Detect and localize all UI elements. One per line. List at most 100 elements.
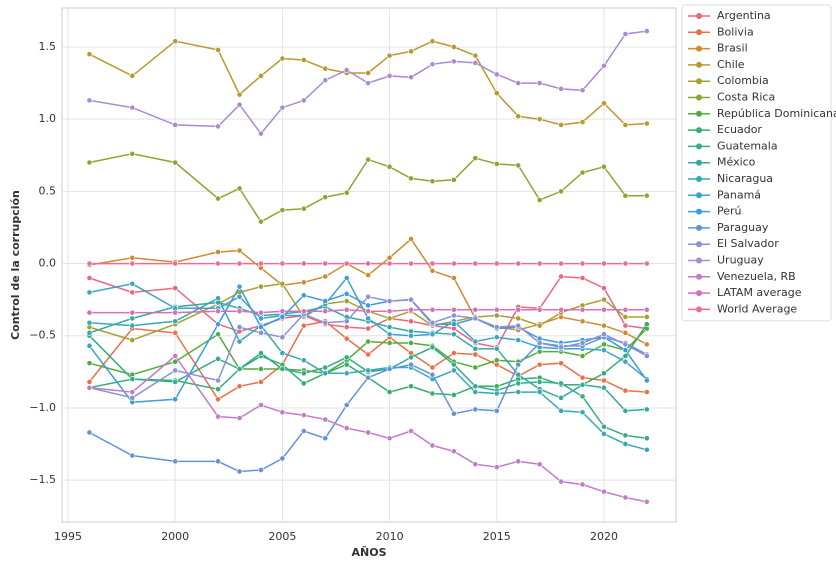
- data-point: [450, 361, 457, 368]
- data-point: [129, 315, 136, 322]
- data-point: [622, 260, 629, 267]
- legend-label: Costa Rica: [717, 91, 775, 104]
- data-point: [450, 44, 457, 50]
- data-point: [86, 429, 93, 436]
- data-point: [215, 458, 221, 465]
- data-point: [86, 97, 93, 104]
- data-point: [450, 176, 457, 183]
- data-point: [450, 392, 457, 398]
- data-point: [343, 402, 350, 408]
- data-point: [172, 159, 179, 166]
- data-point: [622, 407, 629, 414]
- data-point: [215, 295, 221, 302]
- data-point: [129, 376, 136, 382]
- data-point: [215, 386, 221, 393]
- data-point: [258, 379, 264, 385]
- legend-label: World Average: [717, 302, 797, 315]
- data-point: [343, 335, 350, 342]
- data-point: [386, 389, 393, 395]
- legend-label: Chile: [717, 58, 745, 71]
- data-point: [579, 275, 586, 281]
- data-point: [300, 205, 307, 212]
- data-point: [236, 101, 243, 108]
- data-point: [450, 350, 457, 356]
- series-line: [89, 301, 647, 412]
- x-tick-label: 2015: [483, 530, 511, 543]
- series-line: [89, 237, 648, 346]
- data-point: [515, 458, 522, 465]
- data-point: [622, 122, 629, 128]
- data-point: [601, 306, 607, 313]
- data-point: [365, 374, 372, 381]
- data-point: [450, 410, 457, 417]
- legend-marker: [696, 306, 702, 313]
- data-point: [86, 159, 93, 166]
- data-point: [386, 331, 393, 338]
- legend-label: El Salvador: [717, 237, 779, 250]
- data-point: [365, 315, 372, 322]
- data-point: [300, 370, 307, 377]
- data-point: [493, 357, 500, 364]
- data-point: [129, 337, 136, 343]
- data-point: [236, 324, 243, 330]
- data-point: [365, 429, 372, 436]
- data-point: [601, 341, 607, 348]
- data-point: [322, 370, 329, 377]
- data-point: [343, 354, 350, 361]
- legend-marker: [696, 290, 702, 297]
- data-point: [386, 324, 393, 330]
- data-point: [579, 169, 586, 176]
- data-point: [601, 384, 607, 391]
- data-point: [622, 192, 629, 199]
- data-point: [300, 57, 307, 63]
- data-point: [429, 390, 436, 397]
- data-point: [258, 324, 264, 330]
- data-point: [300, 322, 307, 329]
- legend-label: Ecuador: [717, 123, 762, 136]
- legend-marker: [696, 273, 702, 280]
- data-point: [558, 273, 564, 280]
- data-point: [279, 314, 286, 320]
- data-point: [300, 380, 307, 387]
- data-point: [279, 207, 286, 214]
- legend-marker: [696, 257, 702, 264]
- data-point: [215, 123, 221, 130]
- data-point: [536, 260, 543, 267]
- data-point: [279, 455, 286, 462]
- data-point: [215, 260, 221, 267]
- data-point: [129, 280, 136, 287]
- data-point: [601, 370, 607, 377]
- legend-marker: [696, 143, 702, 150]
- x-tick-label: 2010: [376, 530, 404, 543]
- data-point: [408, 236, 414, 242]
- legend-marker: [696, 241, 702, 248]
- data-point: [601, 62, 607, 69]
- data-point: [515, 371, 522, 378]
- data-point: [322, 77, 329, 84]
- data-point: [450, 58, 457, 65]
- data-point: [622, 306, 629, 313]
- data-point: [300, 308, 307, 315]
- data-point: [450, 321, 457, 328]
- data-point: [258, 130, 264, 137]
- data-point: [643, 192, 650, 199]
- data-point: [408, 296, 414, 303]
- data-point: [300, 412, 307, 419]
- data-point: [279, 409, 286, 416]
- series-line: [89, 30, 647, 135]
- data-point: [429, 319, 436, 326]
- legend-label: Panamá: [717, 188, 761, 201]
- data-point: [365, 272, 372, 279]
- data-point: [493, 324, 500, 330]
- series-line: [89, 309, 647, 314]
- data-point: [386, 315, 393, 322]
- data-point: [322, 65, 329, 72]
- data-point: [536, 197, 543, 203]
- data-point: [258, 329, 264, 336]
- data-point: [579, 393, 586, 400]
- data-point: [558, 478, 564, 485]
- y-tick-label: 0.0: [39, 257, 57, 270]
- data-point: [258, 218, 264, 225]
- data-point: [322, 319, 329, 326]
- data-point: [279, 104, 286, 111]
